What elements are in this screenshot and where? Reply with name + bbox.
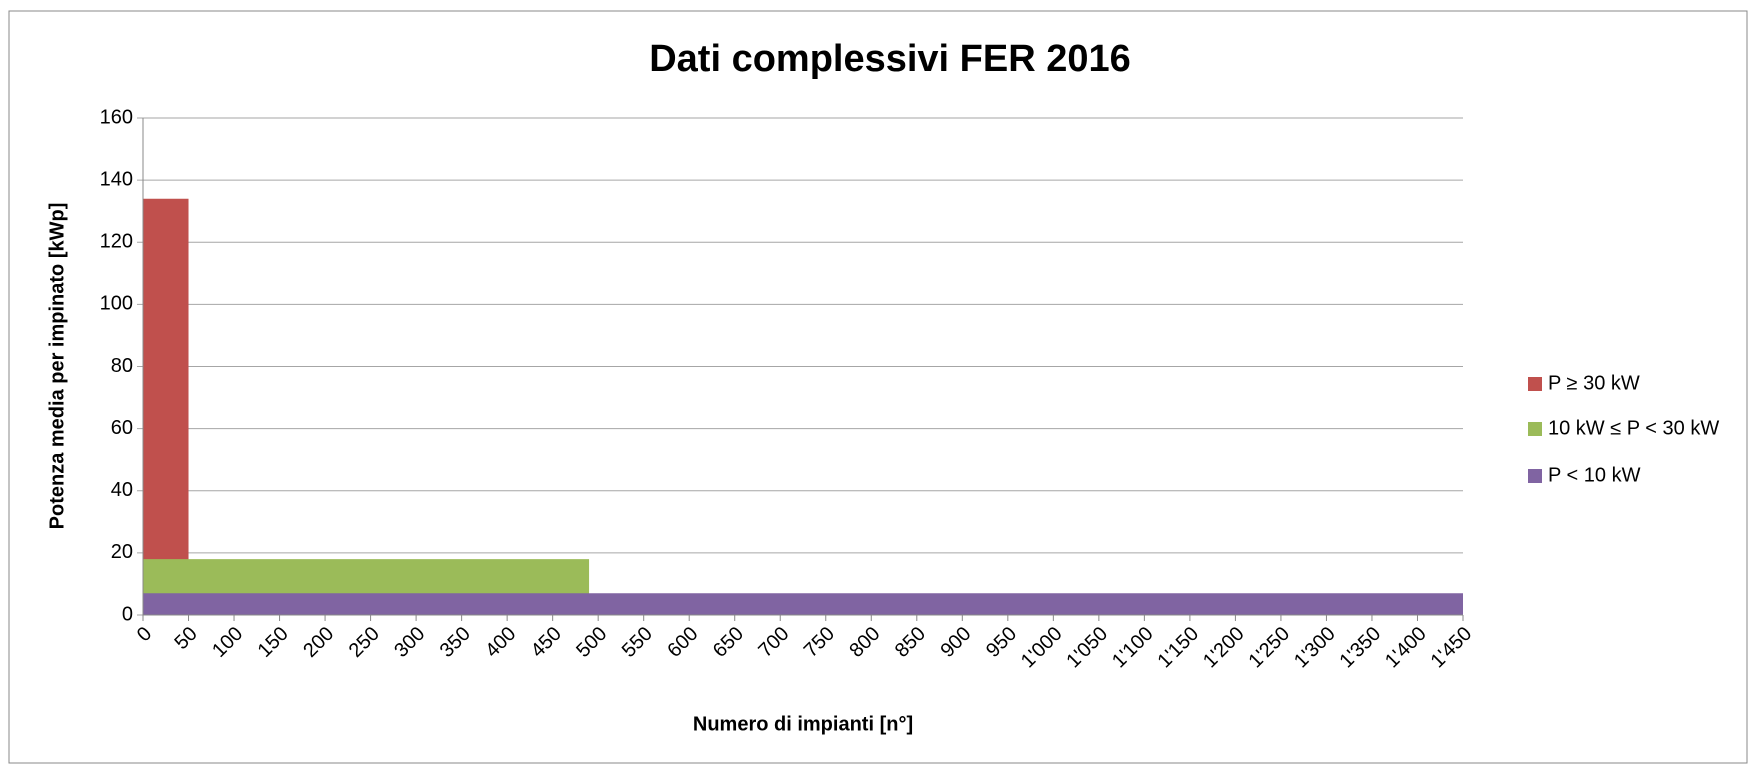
x-axis-label: Numero di impianti [n°]: [693, 713, 913, 735]
y-tick-label: 100: [100, 293, 133, 315]
area: [143, 198, 189, 615]
y-tick-label: 160: [100, 106, 133, 128]
y-tick-label: 120: [100, 231, 133, 253]
y-tick-label: 40: [111, 479, 133, 501]
y-tick-label: 60: [111, 417, 133, 439]
legend-swatch: [1528, 422, 1542, 436]
legend-label: 10 kW ≤ P < 30 kW: [1548, 417, 1719, 439]
area: [143, 593, 1463, 615]
legend-label: P < 10 kW: [1548, 464, 1641, 486]
legend-swatch: [1528, 377, 1542, 391]
legend-swatch: [1528, 469, 1542, 483]
legend-label: P ≥ 30 kW: [1548, 372, 1640, 394]
y-tick-label: 140: [100, 168, 133, 190]
chart-frame: [8, 10, 1748, 764]
y-tick-label: 80: [111, 355, 133, 377]
y-tick-label: 0: [122, 603, 133, 625]
y-tick-label: 20: [111, 541, 133, 563]
y-axis-label: Potenza media per impinato [kWp]: [46, 203, 68, 530]
chart-title: Dati complessivi FER 2016: [649, 38, 1131, 80]
